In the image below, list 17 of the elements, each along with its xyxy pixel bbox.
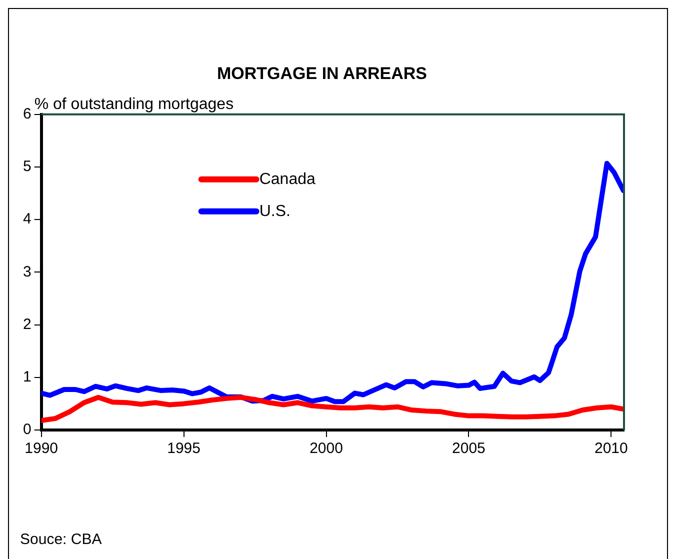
x-tick-label: 1990 xyxy=(24,440,58,458)
y-tick-label: 6 xyxy=(23,106,32,123)
legend-label: U.S. xyxy=(259,202,290,220)
y-axis-title: % of outstanding mortgages xyxy=(34,96,234,113)
y-tick-label: 0 xyxy=(23,421,32,438)
y-tick-label: 3 xyxy=(23,263,32,280)
y-tick-label: 5 xyxy=(23,158,32,176)
text: Souce: CBA xyxy=(20,531,102,548)
x-tick-label: 2010 xyxy=(594,440,628,458)
x-tick-label: 2005 xyxy=(452,440,486,458)
legend-label: Canada xyxy=(259,170,316,188)
y-tick-label: 1 xyxy=(23,368,32,386)
y-tick-label: 2 xyxy=(23,316,32,333)
x-tick-label: 2000 xyxy=(310,440,343,458)
x-tick-label: 1995 xyxy=(167,440,200,458)
chart-title: MORTGAGE IN ARREARS xyxy=(217,64,427,83)
y-tick-label: 4 xyxy=(23,210,32,228)
